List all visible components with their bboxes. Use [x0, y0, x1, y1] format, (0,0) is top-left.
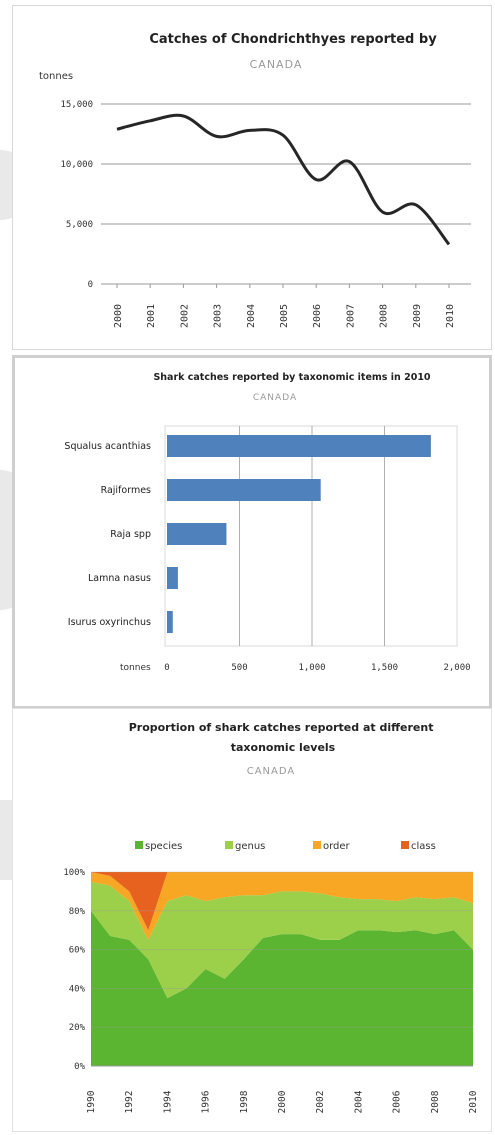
x-tick-label: 0	[164, 663, 169, 673]
x-tick-label: 2000	[113, 304, 124, 328]
category-label: Rajiformes	[101, 485, 151, 496]
x-tick-label: 2002	[315, 1091, 326, 1114]
x-tick-label: 500	[231, 663, 247, 673]
x-tick-label: 2010	[445, 304, 456, 328]
chart-title: Shark catches reported by taxonomic item…	[153, 372, 430, 383]
x-tick-label: 2000	[277, 1090, 288, 1113]
area-chart: Proportion of shark catches reported at …	[63, 721, 479, 1114]
x-tick-label: 1,000	[298, 663, 325, 673]
chart-subtitle: CANADA	[250, 58, 303, 71]
legend: species genus order class	[135, 841, 436, 852]
x-tick-label: 1994	[162, 1090, 173, 1113]
x-tick-label: 2007	[345, 304, 356, 328]
chart-title-line-2: taxonomic levels	[231, 741, 336, 754]
bar	[167, 611, 173, 633]
y-tick-label: 80%	[69, 907, 86, 917]
legend-swatch	[313, 841, 321, 849]
y-tick-label: 60%	[69, 946, 86, 956]
x-tick-label: 2002	[179, 304, 190, 328]
x-tick-label: 2006	[312, 304, 323, 328]
y-tick-label: 100%	[63, 868, 85, 878]
series-line	[116, 113, 451, 246]
x-tick-label: 2008	[430, 1090, 441, 1113]
chart-subtitle: CANADA	[253, 393, 297, 403]
chart-subtitle: CANADA	[247, 766, 296, 777]
legend-swatch	[225, 841, 233, 849]
area-order	[91, 872, 473, 940]
x-tick-label: 2009	[412, 304, 423, 328]
y-tick-label: 15,000	[60, 100, 93, 110]
x-tick-label: 2004	[246, 304, 257, 328]
legend-label: species	[145, 841, 182, 852]
y-tick-label: 10,000	[60, 160, 93, 170]
bar-chart-panel: Shark catches reported by taxonomic item…	[12, 355, 492, 709]
y-tick-label: 20%	[69, 1023, 86, 1033]
chart-title: Proportion of shark catches reported at …	[129, 721, 438, 754]
y-tick-label: 0	[88, 280, 93, 290]
category-label: Isurus oxyrinchus	[68, 617, 151, 628]
chart-title: Catches of Chondrichthyes reported by	[149, 32, 437, 47]
x-tick-label: 2,000	[443, 663, 470, 673]
bar	[167, 567, 178, 589]
y-tick-label: 0%	[74, 1062, 85, 1072]
background-shape-lower	[0, 800, 14, 880]
x-tick-label: 1990	[86, 1090, 97, 1113]
bar	[167, 435, 431, 457]
y-tick-label: 5,000	[66, 220, 93, 230]
area-class	[91, 872, 473, 931]
area-chart-panel: Proportion of shark catches reported at …	[12, 708, 492, 1132]
x-tick-label: 2001	[146, 304, 157, 328]
x-tick-label: 2003	[213, 304, 224, 328]
bar-chart: Shark catches reported by taxonomic item…	[64, 372, 470, 673]
x-tick-label: 2006	[392, 1090, 403, 1113]
legend-label: genus	[235, 841, 265, 852]
category-label: Raja spp	[110, 529, 151, 540]
legend-swatch	[401, 841, 409, 849]
x-tick-label: 1,500	[371, 663, 398, 673]
x-tick-label: 2005	[279, 304, 290, 328]
legend-label: order	[323, 841, 351, 852]
x-tick-label: 1996	[201, 1090, 212, 1113]
legend-swatch	[135, 841, 143, 849]
x-tick-label: 1992	[124, 1091, 135, 1114]
y-tick-label: 40%	[69, 984, 86, 994]
line-chart: Catches of Chondrichthyes reported by CA…	[39, 32, 471, 328]
x-tick-label: 1998	[239, 1090, 250, 1113]
y-axis-label: tonnes	[39, 71, 73, 82]
legend-label: class	[411, 841, 436, 852]
chart-title-line-1: Proportion of shark catches reported at …	[129, 721, 434, 734]
bar	[167, 479, 321, 501]
category-label: Lamna nasus	[88, 573, 151, 584]
category-label: Squalus acanthias	[64, 441, 151, 452]
x-axis-label: tonnes	[120, 663, 151, 673]
line-chart-panel: Catches of Chondrichthyes reported by CA…	[12, 5, 492, 350]
plot-area-border	[164, 425, 458, 647]
bar	[167, 523, 227, 545]
x-tick-label: 2008	[379, 304, 390, 328]
x-tick-label: 2004	[353, 1090, 364, 1113]
x-tick-label: 2010	[468, 1090, 479, 1113]
